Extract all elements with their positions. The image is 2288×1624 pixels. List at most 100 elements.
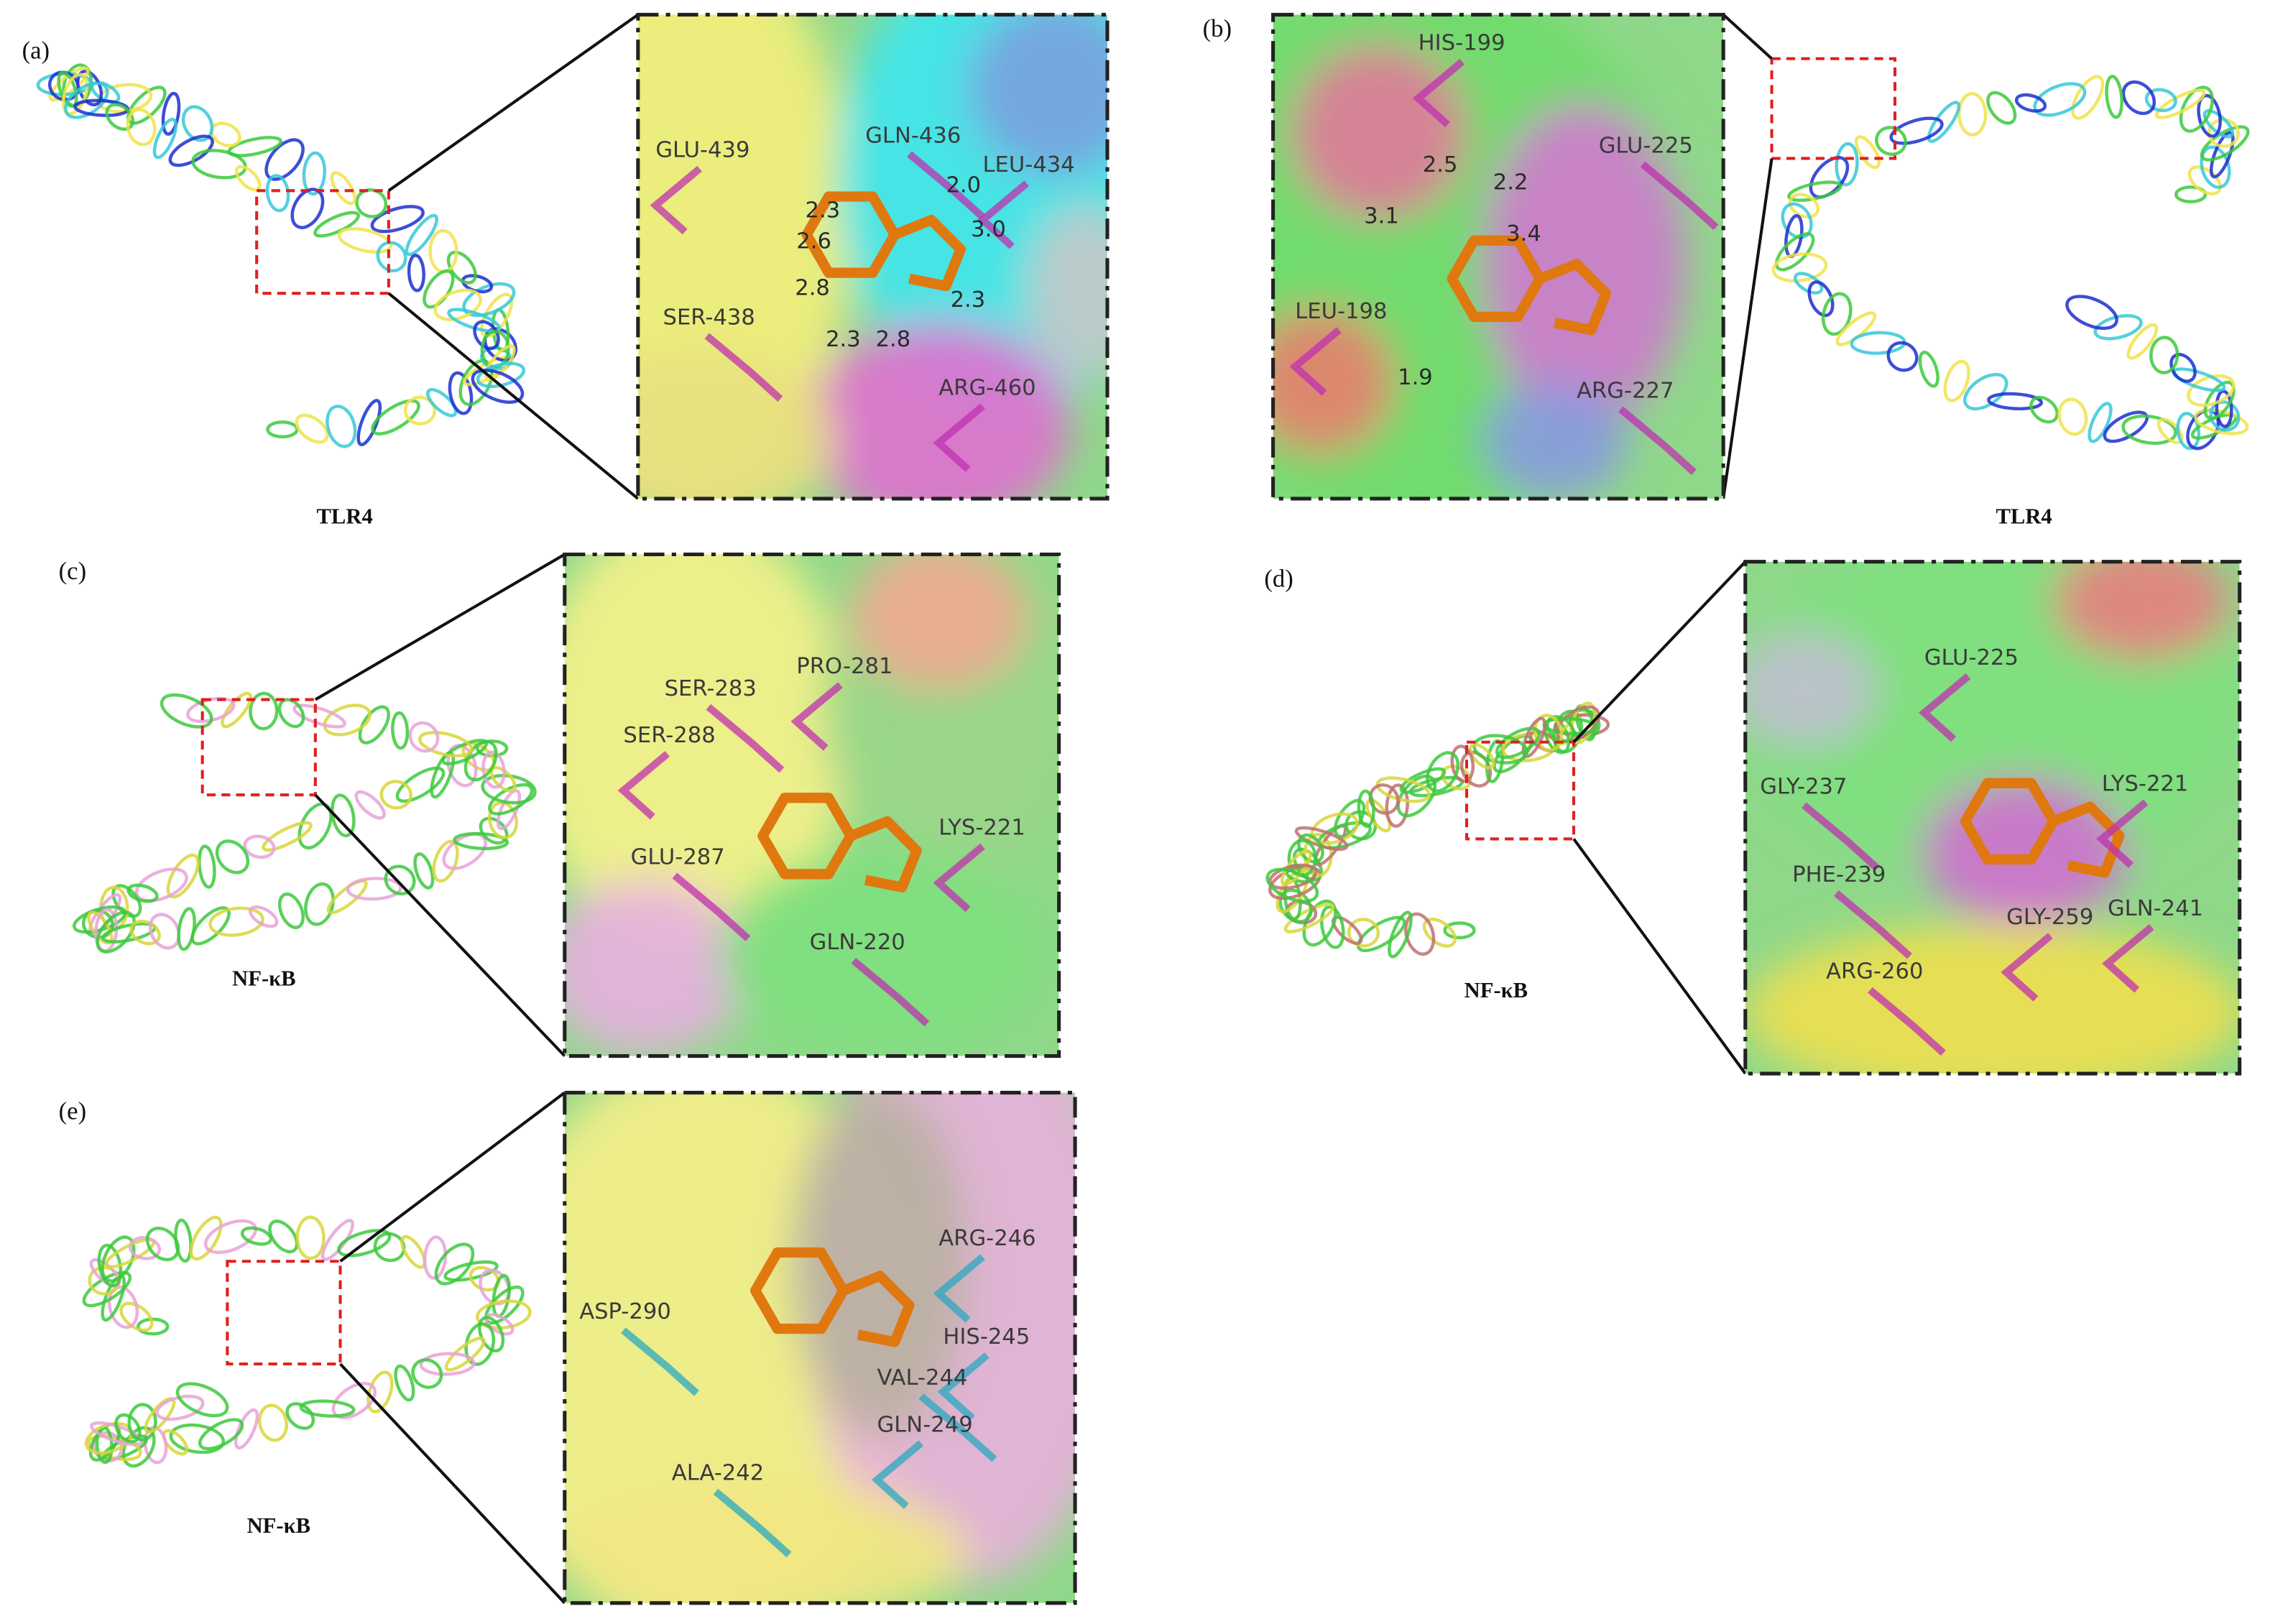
ribbon: [2174, 185, 2208, 204]
residue-label: HIS-199: [1419, 31, 1505, 56]
ribbon: [476, 1299, 532, 1330]
residue-label: LEU-198: [1295, 299, 1387, 324]
residue-stick: [1868, 987, 1946, 1056]
ribbon: [266, 420, 299, 439]
residue-label: GLU-439: [655, 138, 749, 163]
protein-structure: [1771, 75, 2250, 451]
residue-label: GLY-237: [1760, 775, 1847, 800]
ribbon: [2029, 395, 2059, 424]
panel-label: (e): [59, 1097, 87, 1125]
ribbon: [198, 1418, 244, 1451]
ribbon: [126, 86, 167, 125]
ribbon: [161, 91, 181, 136]
residue-stick: [1618, 406, 1697, 475]
surface-patch: [564, 880, 748, 1056]
ribbon: [262, 821, 313, 852]
ribbon: [175, 1382, 229, 1418]
protein-name: NF-κB: [232, 966, 295, 991]
distance-label: 2.6: [796, 229, 831, 254]
ribbon: [2121, 80, 2156, 116]
panel-label: (b): [1203, 14, 1232, 42]
surface-patches: [564, 554, 1059, 1056]
ribbon: [2149, 336, 2179, 374]
ribbon: [433, 288, 482, 321]
ribbon: [1835, 311, 1877, 346]
residue-stick: [2001, 933, 2053, 1002]
selection-box: [200, 698, 317, 797]
ribbon: [1918, 351, 1939, 388]
protein-structure: [82, 1215, 532, 1468]
distance-label: 2.3: [951, 287, 986, 313]
inset-frame: [1743, 560, 2242, 1076]
residue-stick: [2095, 799, 2149, 868]
ribbon: [249, 905, 279, 928]
residue-label: SER-283: [665, 676, 757, 701]
ribbon: [1319, 905, 1345, 949]
ribbon: [1854, 135, 1881, 170]
ribbon: [405, 213, 439, 257]
ribbon: [2014, 93, 2047, 113]
panel: (e) NF-κB ARG-246 ASP-290 HIS-245 VAL-244 GLN-…: [59, 1090, 1077, 1605]
ribbon: [481, 750, 506, 789]
residue-stick: [918, 1393, 997, 1462]
ribbon: [446, 744, 478, 788]
ribbon: [1986, 91, 2017, 125]
residue-label: LYS-221: [938, 816, 1025, 841]
ribbon: [1385, 783, 1409, 828]
distance-label: 2.8: [875, 327, 910, 352]
ribbon: [1495, 726, 1541, 760]
ribbon: [1771, 252, 1828, 283]
ribbon: [152, 117, 177, 160]
ribbon: [1821, 292, 1853, 336]
selection-box: [1770, 57, 1897, 160]
ribbon: [356, 399, 382, 447]
ribbon: [1546, 715, 1575, 743]
residue-label: LEU-434: [982, 152, 1074, 177]
selection-box: [226, 1260, 342, 1366]
residue-label: GLU-225: [1599, 134, 1693, 159]
ribbon: [346, 877, 402, 901]
ribbon: [90, 1421, 144, 1447]
ribbon: [2202, 109, 2234, 139]
residue-label: VAL-244: [877, 1365, 968, 1390]
residue-stick: [621, 1327, 699, 1396]
ribbon: [221, 691, 253, 729]
zoom-inset: [1745, 561, 2240, 1074]
residue-stick: [1834, 890, 1912, 959]
connector: [1722, 158, 1773, 499]
ribbon: [57, 70, 78, 109]
ribbon: [471, 369, 525, 404]
ribbon: [337, 1229, 392, 1258]
residue-label: SER-288: [623, 723, 715, 748]
ribbon: [1987, 392, 2043, 411]
ribbon: [1468, 742, 1495, 770]
panel: (c) NF-κB PRO-281 SER-283 SER-288 GLU-287 LYS-…: [59, 552, 1061, 1058]
inset-frame: [1271, 12, 1725, 501]
ribbon: [208, 906, 264, 937]
ribbon: [114, 1413, 142, 1444]
residue-stick: [650, 165, 702, 235]
connector: [387, 292, 640, 500]
zoom-inset: [637, 14, 1107, 499]
surface-patch: [564, 554, 851, 954]
ribbon: [240, 1226, 273, 1246]
ribbon: [331, 1381, 377, 1420]
figure-layer: (a) TLR4 GLU-439 GLN-436 LEU-434 SER-438 ARG-4…: [22, 12, 2250, 1605]
ribbon: [2197, 93, 2222, 138]
surface-patch: [792, 1092, 969, 1438]
ribbon: [366, 1370, 394, 1413]
residue-stick: [1919, 673, 1971, 742]
ribbon: [434, 1242, 475, 1286]
ribbon: [488, 801, 519, 839]
residue-label: GLN-249: [877, 1412, 973, 1437]
ribbon: [446, 250, 477, 285]
inset-frame: [563, 552, 1061, 1058]
ribbon: [432, 839, 459, 883]
panel-label: (c): [59, 557, 87, 585]
residue-label: ASP-290: [579, 1299, 671, 1324]
ribbon: [2215, 389, 2233, 428]
ribbon: [1265, 867, 1319, 903]
panel: (a) TLR4 GLU-439 GLN-436 LEU-434 SER-438 ARG-4…: [22, 12, 1110, 529]
